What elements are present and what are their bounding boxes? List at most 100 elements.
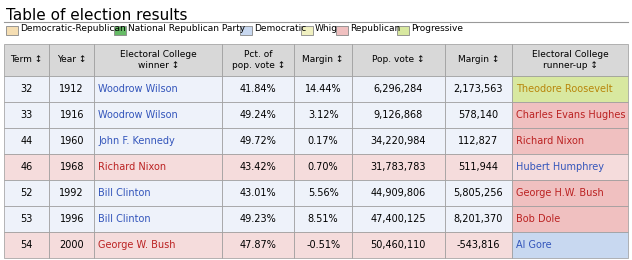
- Bar: [222, 232, 294, 258]
- Text: 44,909,806: 44,909,806: [371, 188, 426, 198]
- Bar: [352, 102, 444, 128]
- Text: Margin ↕: Margin ↕: [303, 55, 344, 64]
- Text: 1916: 1916: [59, 110, 84, 120]
- Text: Electoral College
winner ↕: Electoral College winner ↕: [120, 50, 197, 70]
- Text: 5,805,256: 5,805,256: [453, 188, 503, 198]
- Bar: [49, 180, 94, 206]
- Bar: [49, 44, 94, 76]
- Bar: [94, 180, 222, 206]
- Bar: [94, 232, 222, 258]
- Text: National Republican Party: National Republican Party: [128, 24, 245, 33]
- Text: 5.56%: 5.56%: [308, 188, 339, 198]
- Text: 47,400,125: 47,400,125: [370, 214, 426, 224]
- Bar: [94, 128, 222, 154]
- Text: 49.23%: 49.23%: [240, 214, 277, 224]
- Bar: [4, 232, 49, 258]
- Text: Hubert Humphrey: Hubert Humphrey: [516, 162, 604, 172]
- Bar: [294, 180, 352, 206]
- Bar: [444, 44, 512, 76]
- Text: Bill Clinton: Bill Clinton: [99, 214, 151, 224]
- Text: Charles Evans Hughes: Charles Evans Hughes: [516, 110, 626, 120]
- Bar: [49, 76, 94, 102]
- Text: 112,827: 112,827: [458, 136, 499, 146]
- Text: Democratic-Republican: Democratic-Republican: [20, 24, 126, 33]
- Text: Bob Dole: Bob Dole: [516, 214, 560, 224]
- Text: Margin ↕: Margin ↕: [458, 55, 499, 64]
- Bar: [222, 128, 294, 154]
- Text: 31,783,783: 31,783,783: [370, 162, 426, 172]
- Bar: [222, 102, 294, 128]
- Text: Woodrow Wilson: Woodrow Wilson: [99, 84, 178, 94]
- Bar: [512, 180, 628, 206]
- Bar: [222, 206, 294, 232]
- Bar: [352, 76, 444, 102]
- Text: 53: 53: [20, 214, 33, 224]
- Text: George W. Bush: George W. Bush: [99, 240, 176, 250]
- Bar: [6, 26, 18, 35]
- Text: 0.17%: 0.17%: [308, 136, 339, 146]
- Bar: [4, 76, 49, 102]
- Bar: [352, 180, 444, 206]
- Bar: [94, 206, 222, 232]
- Text: 1996: 1996: [59, 214, 84, 224]
- Bar: [512, 154, 628, 180]
- Bar: [4, 102, 49, 128]
- Text: 9,126,868: 9,126,868: [374, 110, 423, 120]
- Bar: [301, 26, 313, 35]
- Text: Bill Clinton: Bill Clinton: [99, 188, 151, 198]
- Bar: [336, 26, 348, 35]
- Bar: [4, 128, 49, 154]
- Text: 33: 33: [20, 110, 33, 120]
- Bar: [444, 128, 512, 154]
- Bar: [444, 180, 512, 206]
- Text: 43.42%: 43.42%: [240, 162, 277, 172]
- Bar: [444, 206, 512, 232]
- Bar: [222, 180, 294, 206]
- Bar: [49, 102, 94, 128]
- Bar: [294, 76, 352, 102]
- Text: George H.W. Bush: George H.W. Bush: [516, 188, 604, 198]
- Bar: [512, 76, 628, 102]
- Bar: [294, 154, 352, 180]
- Text: 52: 52: [20, 188, 33, 198]
- Bar: [94, 76, 222, 102]
- Text: 50,460,110: 50,460,110: [371, 240, 426, 250]
- Bar: [294, 206, 352, 232]
- Text: Table of election results: Table of election results: [6, 8, 188, 23]
- Text: 46: 46: [20, 162, 33, 172]
- Text: 44: 44: [20, 136, 33, 146]
- Text: Theodore Roosevelt: Theodore Roosevelt: [516, 84, 612, 94]
- Bar: [512, 206, 628, 232]
- Text: 49.72%: 49.72%: [240, 136, 277, 146]
- Text: Year ↕: Year ↕: [57, 55, 87, 64]
- Bar: [352, 128, 444, 154]
- Bar: [49, 232, 94, 258]
- Bar: [222, 44, 294, 76]
- Text: John F. Kennedy: John F. Kennedy: [99, 136, 175, 146]
- Text: Richard Nixon: Richard Nixon: [516, 136, 584, 146]
- Text: 511,944: 511,944: [458, 162, 498, 172]
- Bar: [352, 154, 444, 180]
- Bar: [94, 44, 222, 76]
- Bar: [222, 154, 294, 180]
- Bar: [294, 232, 352, 258]
- Text: 8.51%: 8.51%: [308, 214, 339, 224]
- Text: 3.12%: 3.12%: [308, 110, 339, 120]
- Bar: [114, 26, 126, 35]
- Text: 8,201,370: 8,201,370: [454, 214, 503, 224]
- Bar: [444, 102, 512, 128]
- Bar: [294, 102, 352, 128]
- Bar: [4, 44, 49, 76]
- Text: Democratic: Democratic: [254, 24, 306, 33]
- Bar: [444, 154, 512, 180]
- Bar: [4, 206, 49, 232]
- Bar: [94, 102, 222, 128]
- Text: 1912: 1912: [59, 84, 84, 94]
- Text: 43.01%: 43.01%: [240, 188, 277, 198]
- Text: 47.87%: 47.87%: [240, 240, 277, 250]
- Bar: [49, 154, 94, 180]
- Text: 1992: 1992: [59, 188, 84, 198]
- Text: Al Gore: Al Gore: [516, 240, 552, 250]
- Text: Richard Nixon: Richard Nixon: [99, 162, 167, 172]
- Text: Progressive: Progressive: [411, 24, 463, 33]
